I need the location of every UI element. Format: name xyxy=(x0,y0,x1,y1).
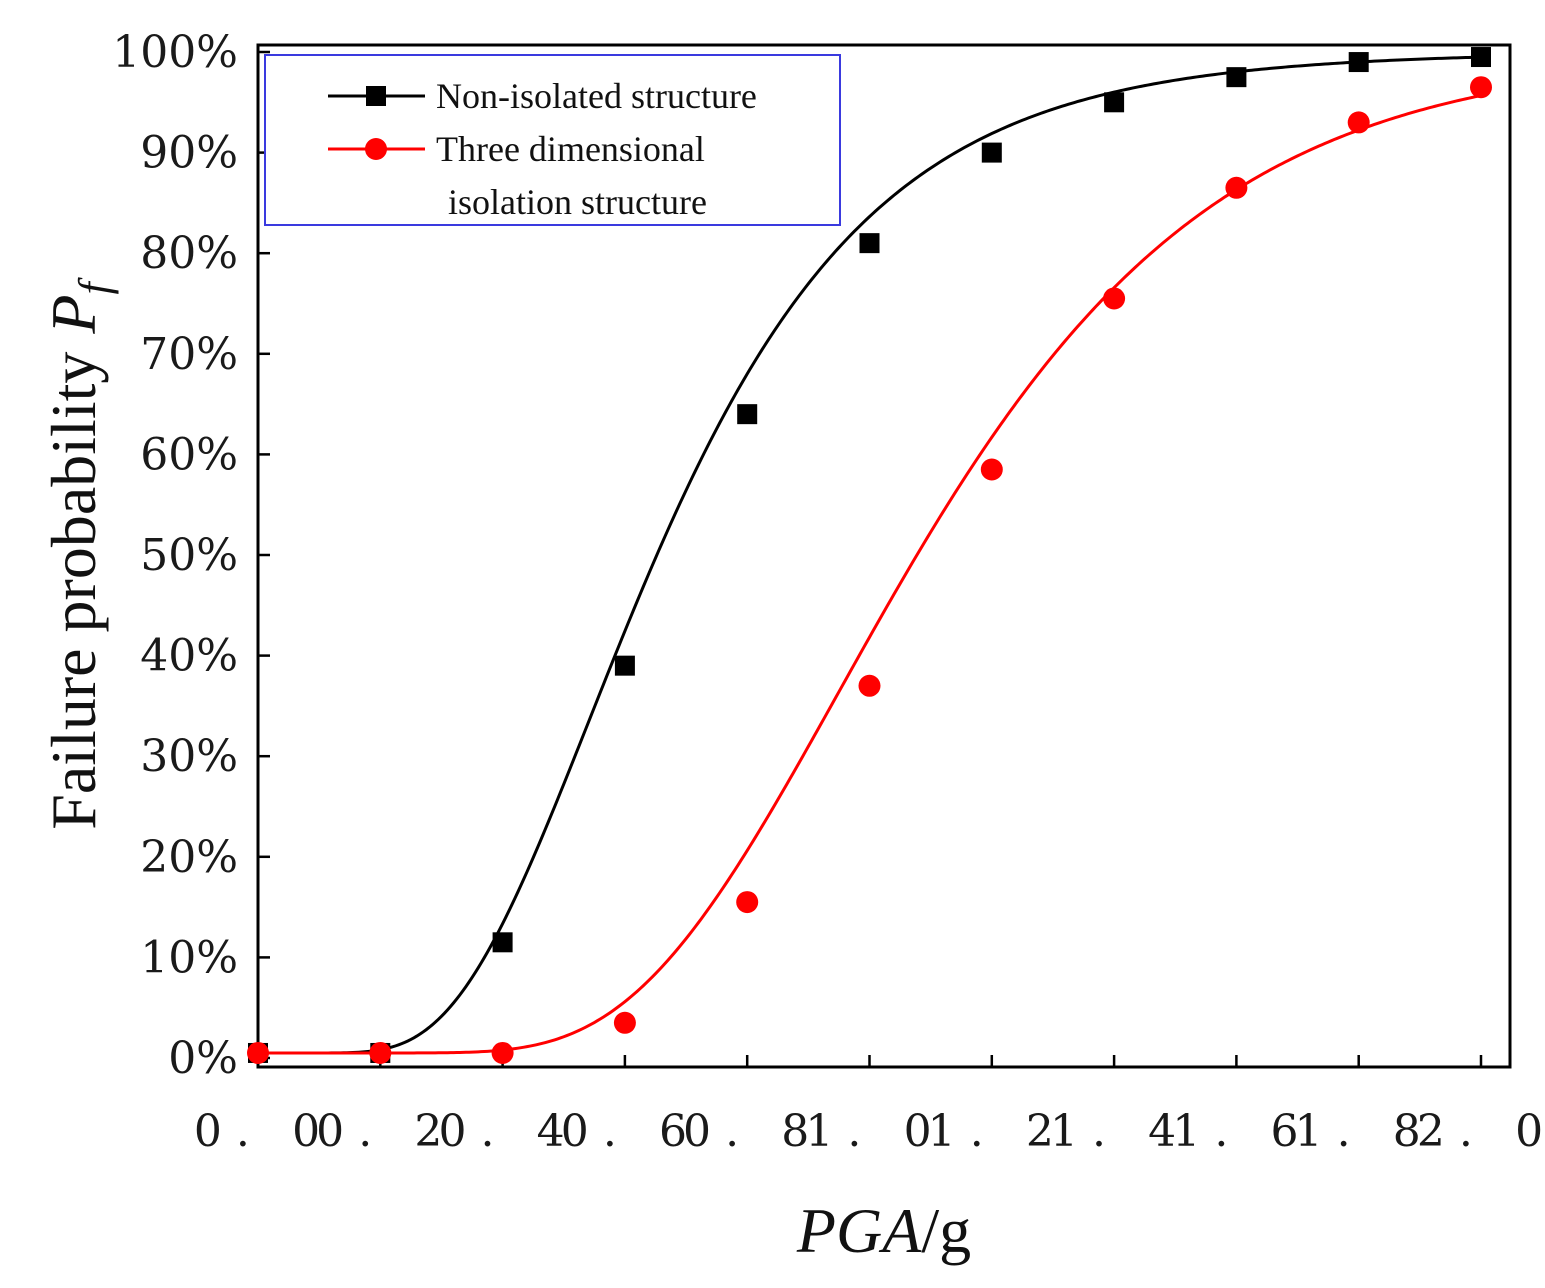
x-tick-label: 0. 4 xyxy=(438,1106,578,1157)
data-point-series-2 xyxy=(1470,76,1492,99)
data-point-series-2 xyxy=(491,1041,514,1064)
data-point-series-1 xyxy=(1471,47,1491,68)
y-tick-label: 0% xyxy=(168,1033,238,1084)
data-point-series-2 xyxy=(1347,111,1370,134)
x-tick-label: 0. 2 xyxy=(316,1106,456,1157)
legend-box xyxy=(264,54,841,226)
data-point-series-1 xyxy=(737,404,758,425)
x-tick-label: 0. 8 xyxy=(683,1106,823,1157)
data-point-series-2 xyxy=(858,674,881,697)
data-point-series-2 xyxy=(980,458,1003,481)
data-point-series-2 xyxy=(1103,287,1126,310)
y-tick-label: 100% xyxy=(112,27,238,78)
y-axis-title: Failure probabilityPf xyxy=(38,277,119,830)
data-points-layer xyxy=(247,47,1492,1064)
y-tick-label: 40% xyxy=(140,631,238,682)
x-tick-label: 0. 6 xyxy=(561,1106,701,1157)
data-point-series-2 xyxy=(247,1041,269,1064)
x-tick-label: 1. 6 xyxy=(1172,1106,1312,1157)
y-tick-label: 30% xyxy=(140,731,238,782)
data-point-series-2 xyxy=(736,891,759,914)
data-point-series-1 xyxy=(859,233,880,254)
y-tick-label: 20% xyxy=(140,832,238,883)
fit-curves-layer xyxy=(258,55,1482,1055)
data-point-series-1 xyxy=(1104,92,1125,113)
y-tick-label: 10% xyxy=(140,932,238,983)
legend-label-series-2: Three dimensional xyxy=(436,129,705,169)
fit-curve-series-1 xyxy=(258,55,1482,1055)
y-tick-label: 70% xyxy=(140,329,238,380)
data-point-series-1 xyxy=(614,655,635,676)
x-tick-label: 2. 0 xyxy=(1417,1106,1545,1157)
y-tick-label: 80% xyxy=(140,228,238,279)
data-point-series-2 xyxy=(613,1011,636,1034)
x-tick-label: 1. 4 xyxy=(1050,1106,1190,1157)
data-point-series-1 xyxy=(1348,52,1369,73)
legend: Non-isolated structure Three dimensional i… xyxy=(264,54,841,226)
data-point-series-2 xyxy=(369,1041,392,1064)
y-tick-label: 90% xyxy=(140,128,238,179)
legend-marker-series-2 xyxy=(365,138,387,160)
ticks-layer: 0. 00. 20. 40. 60. 81. 01. 21. 41. 61. 8… xyxy=(112,27,1545,1157)
legend-label-series-2: isolation structure xyxy=(448,182,707,222)
y-tick-label: 60% xyxy=(140,429,238,480)
x-axis-title: PGA/g xyxy=(796,1195,971,1266)
x-tick-label: 0. 0 xyxy=(194,1106,334,1157)
y-tick-label: 50% xyxy=(140,530,238,581)
x-tick-label: 1. 0 xyxy=(805,1106,945,1157)
fit-curve-series-2 xyxy=(258,94,1482,1055)
legend-marker-series-1 xyxy=(366,86,386,106)
x-tick-label: 1. 8 xyxy=(1295,1106,1435,1157)
data-point-series-1 xyxy=(981,142,1002,163)
x-tick-label: 1. 2 xyxy=(928,1106,1068,1157)
data-point-series-1 xyxy=(1226,67,1247,88)
data-point-series-2 xyxy=(1225,176,1248,199)
legend-label-series-1: Non-isolated structure xyxy=(436,76,757,116)
data-point-series-1 xyxy=(492,932,513,953)
